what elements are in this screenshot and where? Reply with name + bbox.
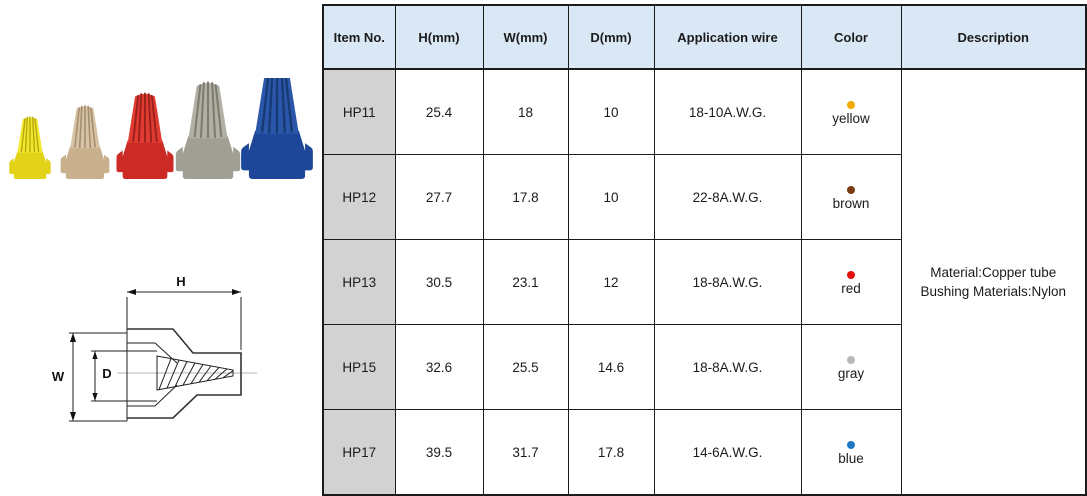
color-cell: brown (800, 154, 902, 240)
spring-cone (156, 355, 234, 391)
w-label: W (52, 369, 65, 384)
connector-inner-wall (127, 342, 178, 407)
h-value: 27.7 (394, 154, 484, 240)
table-row-hp15: HP15 32.6 25.5 14.6 18-8A.W.G. gray (322, 324, 1086, 410)
w-value: 23.1 (482, 239, 569, 325)
color-dot (802, 438, 900, 450)
item-no: HP13 (322, 239, 396, 325)
col-header-item-no: Item No. (322, 4, 396, 70)
col-header-w: W(mm) (482, 4, 569, 70)
table-row-hp17: HP17 39.5 31.7 17.8 14-6A.W.G. blue (322, 409, 1086, 496)
d-value: 12 (567, 239, 655, 325)
connector-tan (60, 105, 110, 179)
color-label: red (841, 281, 861, 296)
h-value: 25.4 (394, 68, 484, 155)
d-value: 10 (567, 68, 655, 155)
h-extension-lines (126, 297, 242, 421)
spring-hatching (158, 358, 234, 390)
color-label: brown (832, 196, 870, 211)
w-value: 31.7 (482, 409, 569, 496)
h-arrow-right (232, 289, 241, 295)
d-value: 14.6 (567, 324, 655, 410)
color-cell: gray (800, 324, 902, 410)
application-wire: 18-8A.W.G. (653, 239, 802, 325)
connector-blue (241, 78, 313, 179)
color-cell: red (800, 239, 902, 325)
col-header-description: Description (900, 4, 1087, 70)
description-cell: Material:Copper tube Bushing Materials:N… (900, 68, 1087, 496)
h-value: 30.5 (394, 239, 484, 325)
d-arrow-top (92, 351, 98, 359)
d-extension-lines (91, 350, 157, 402)
col-header-application-wire: Application wire (653, 4, 802, 70)
header-row: Item No. H(mm) W(mm) D(mm) Application w… (322, 4, 1087, 70)
item-no: HP15 (322, 324, 396, 410)
product-photo (9, 78, 313, 179)
item-no: HP17 (322, 409, 396, 496)
color-label: yellow (832, 111, 870, 126)
w-arrow-top (70, 333, 76, 342)
application-wire: 18-8A.W.G. (653, 324, 802, 410)
w-value: 25.5 (482, 324, 569, 410)
col-header-color: Color (800, 4, 902, 70)
d-value: 17.8 (567, 409, 655, 496)
color-dot (802, 183, 900, 195)
application-wire: 14-6A.W.G. (653, 409, 802, 496)
color-dot (802, 98, 900, 110)
dimension-diagram: H W D (52, 274, 257, 422)
col-header-h: H(mm) (394, 4, 484, 70)
d-value: 10 (567, 154, 655, 240)
d-arrow-bottom (92, 393, 98, 401)
color-label: blue (838, 451, 864, 466)
connector-yellow (9, 116, 51, 179)
description-line1: Material:Copper tube (930, 265, 1057, 280)
w-arrow-bottom (70, 412, 76, 421)
h-arrow-left (127, 289, 136, 295)
item-no: HP12 (322, 154, 396, 240)
connector-red (116, 92, 174, 179)
w-value: 18 (482, 68, 569, 155)
connector-outline (127, 328, 242, 419)
table-row-hp13: HP13 30.5 23.1 12 18-8A.W.G. red (322, 239, 1086, 325)
application-wire: 22-8A.W.G. (653, 154, 802, 240)
color-cell: yellow (800, 68, 902, 155)
connector-gray (175, 81, 241, 179)
item-no: HP11 (322, 68, 396, 155)
color-cell: blue (800, 409, 902, 496)
color-dot (802, 268, 900, 280)
color-label: gray (837, 366, 865, 381)
table-row-hp11: HP11 25.4 18 10 18-10A.W.G. yellow Mater… (322, 68, 1087, 496)
h-value: 39.5 (394, 409, 484, 496)
w-extension-lines (69, 332, 127, 422)
spec-table: Item No. H(mm) W(mm) D(mm) Application w… (322, 4, 1087, 496)
w-value: 17.8 (482, 154, 569, 240)
color-dot (802, 353, 900, 365)
application-wire: 18-10A.W.G. (653, 68, 802, 155)
h-value: 32.6 (394, 324, 484, 410)
h-label: H (176, 274, 185, 289)
table-row-hp12: HP12 27.7 17.8 10 22-8A.W.G. brown (322, 154, 1086, 240)
d-label: D (102, 366, 111, 381)
col-header-d: D(mm) (567, 4, 655, 70)
description-line2: Bushing Materials:Nylon (920, 284, 1067, 299)
